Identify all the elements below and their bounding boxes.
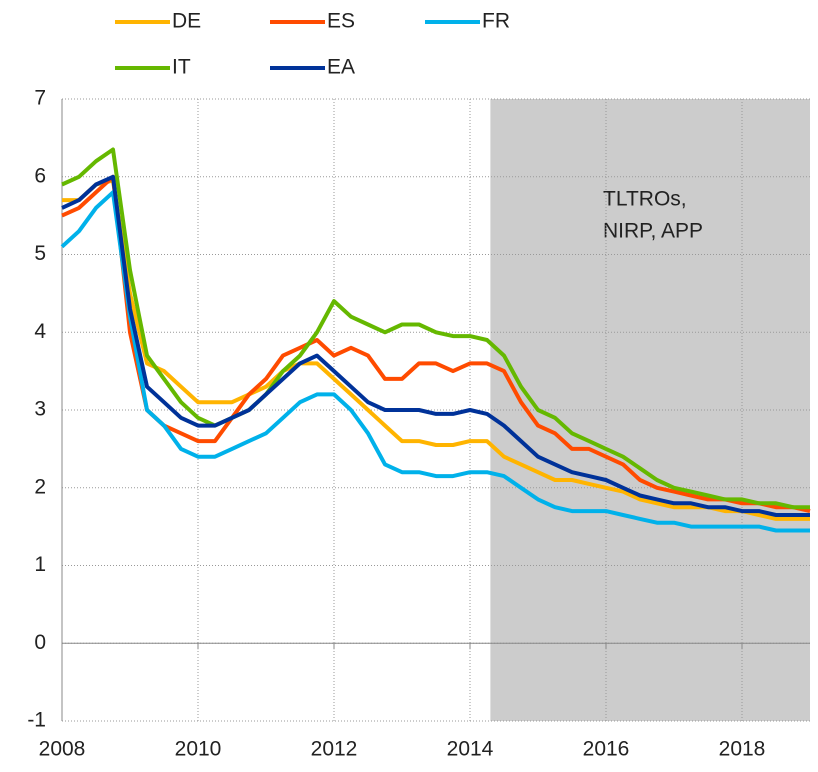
x-tick-label: 2008	[39, 738, 86, 761]
shade-label: NIRP, APP	[603, 220, 703, 243]
y-tick-label: 0	[34, 631, 46, 654]
series-line	[61, 147, 810, 510]
y-tick-label: 2	[34, 475, 46, 498]
legend-label: FR	[482, 10, 510, 33]
legend-label: ES	[327, 10, 355, 33]
x-tick-label: 2010	[175, 738, 222, 761]
legend-label: IT	[172, 56, 191, 79]
x-tick-label: 2018	[719, 738, 766, 761]
x-tick-label: 2016	[583, 738, 630, 761]
series-line	[60, 190, 810, 533]
y-tick-label: 7	[34, 87, 46, 110]
series-line	[62, 178, 810, 521]
y-tick-label: 6	[34, 164, 46, 187]
shade-label: TLTROs,	[603, 188, 687, 211]
y-tick-label: 4	[34, 320, 46, 343]
y-tick-label: 3	[34, 398, 46, 421]
series-line	[61, 174, 810, 517]
legend-label: EA	[327, 56, 355, 79]
x-tick-label: 2014	[447, 738, 494, 761]
y-tick-label: -1	[27, 709, 46, 732]
y-tick-label: 1	[34, 553, 46, 576]
series-line	[61, 174, 811, 514]
legend-label: DE	[172, 10, 201, 33]
x-tick-label: 2012	[311, 738, 358, 761]
y-tick-label: 5	[34, 242, 46, 265]
